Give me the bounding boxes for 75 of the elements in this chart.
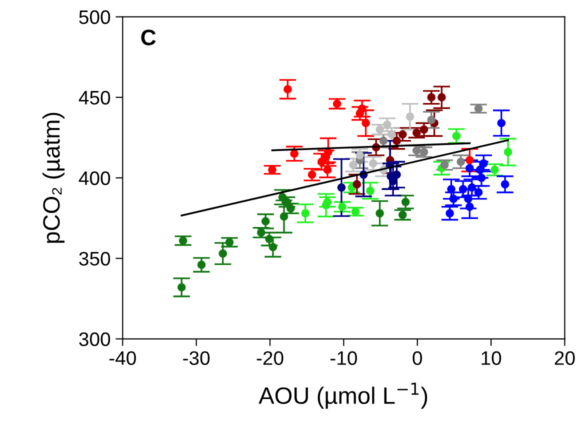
point <box>449 194 458 203</box>
point <box>323 166 332 174</box>
point <box>379 136 388 145</box>
point <box>284 85 292 94</box>
point <box>301 209 310 218</box>
x-tick-label: -10 <box>330 351 357 365</box>
x-tick-label: -40 <box>109 351 136 365</box>
point <box>268 242 278 252</box>
point <box>438 93 446 102</box>
point <box>474 104 483 113</box>
point <box>261 217 270 226</box>
point <box>268 166 276 174</box>
point <box>406 112 414 121</box>
point <box>490 166 499 174</box>
point <box>337 183 346 192</box>
point <box>466 156 474 164</box>
point <box>427 116 436 124</box>
point <box>351 208 360 216</box>
point <box>477 174 486 182</box>
point <box>366 186 374 195</box>
point <box>392 136 401 145</box>
y-tick-label: 500 <box>79 10 110 24</box>
point <box>387 130 396 139</box>
point <box>464 194 472 203</box>
point <box>317 158 326 166</box>
point <box>392 170 401 179</box>
x-tick-label: 10 <box>482 351 502 365</box>
point <box>282 198 292 206</box>
point <box>446 209 454 218</box>
point <box>290 150 298 158</box>
point <box>458 184 468 194</box>
point <box>440 160 449 170</box>
point <box>398 130 407 139</box>
point <box>332 100 342 108</box>
point <box>225 238 234 246</box>
point <box>376 125 384 134</box>
point <box>466 202 474 212</box>
annotation: C <box>141 30 156 46</box>
point <box>265 234 274 244</box>
point <box>352 180 362 188</box>
point <box>497 118 506 128</box>
y-tick-label: 300 <box>79 332 110 346</box>
point <box>368 159 378 168</box>
point <box>376 209 384 218</box>
point <box>177 283 186 292</box>
point <box>427 93 436 102</box>
point <box>382 120 392 129</box>
point <box>466 164 474 172</box>
point <box>468 183 476 192</box>
y-tick-label: 350 <box>79 252 110 266</box>
point <box>456 158 466 166</box>
point <box>480 159 488 168</box>
point <box>338 202 346 212</box>
point <box>197 260 206 269</box>
point <box>178 236 188 245</box>
y-tick-label: 400 <box>78 171 110 186</box>
point <box>412 146 421 155</box>
point <box>452 132 461 140</box>
point <box>280 212 288 221</box>
point <box>447 184 456 194</box>
y-tick-label: 450 <box>78 90 110 105</box>
x-tick-label: 0 <box>412 351 422 365</box>
x-tick-label: -20 <box>256 351 284 365</box>
point <box>218 249 228 258</box>
point <box>504 148 512 156</box>
x-tick-label: -30 <box>183 351 210 365</box>
point <box>500 180 510 188</box>
point <box>323 198 332 206</box>
x-tick-label: 20 <box>554 351 575 365</box>
point <box>474 188 483 197</box>
y-axis-title: pCO₂ (µatm) <box>42 112 65 243</box>
point <box>362 118 370 128</box>
x-axis-title: AOU (µmol L$^{−1}$) <box>258 382 428 409</box>
point <box>476 166 484 174</box>
point <box>356 151 364 160</box>
